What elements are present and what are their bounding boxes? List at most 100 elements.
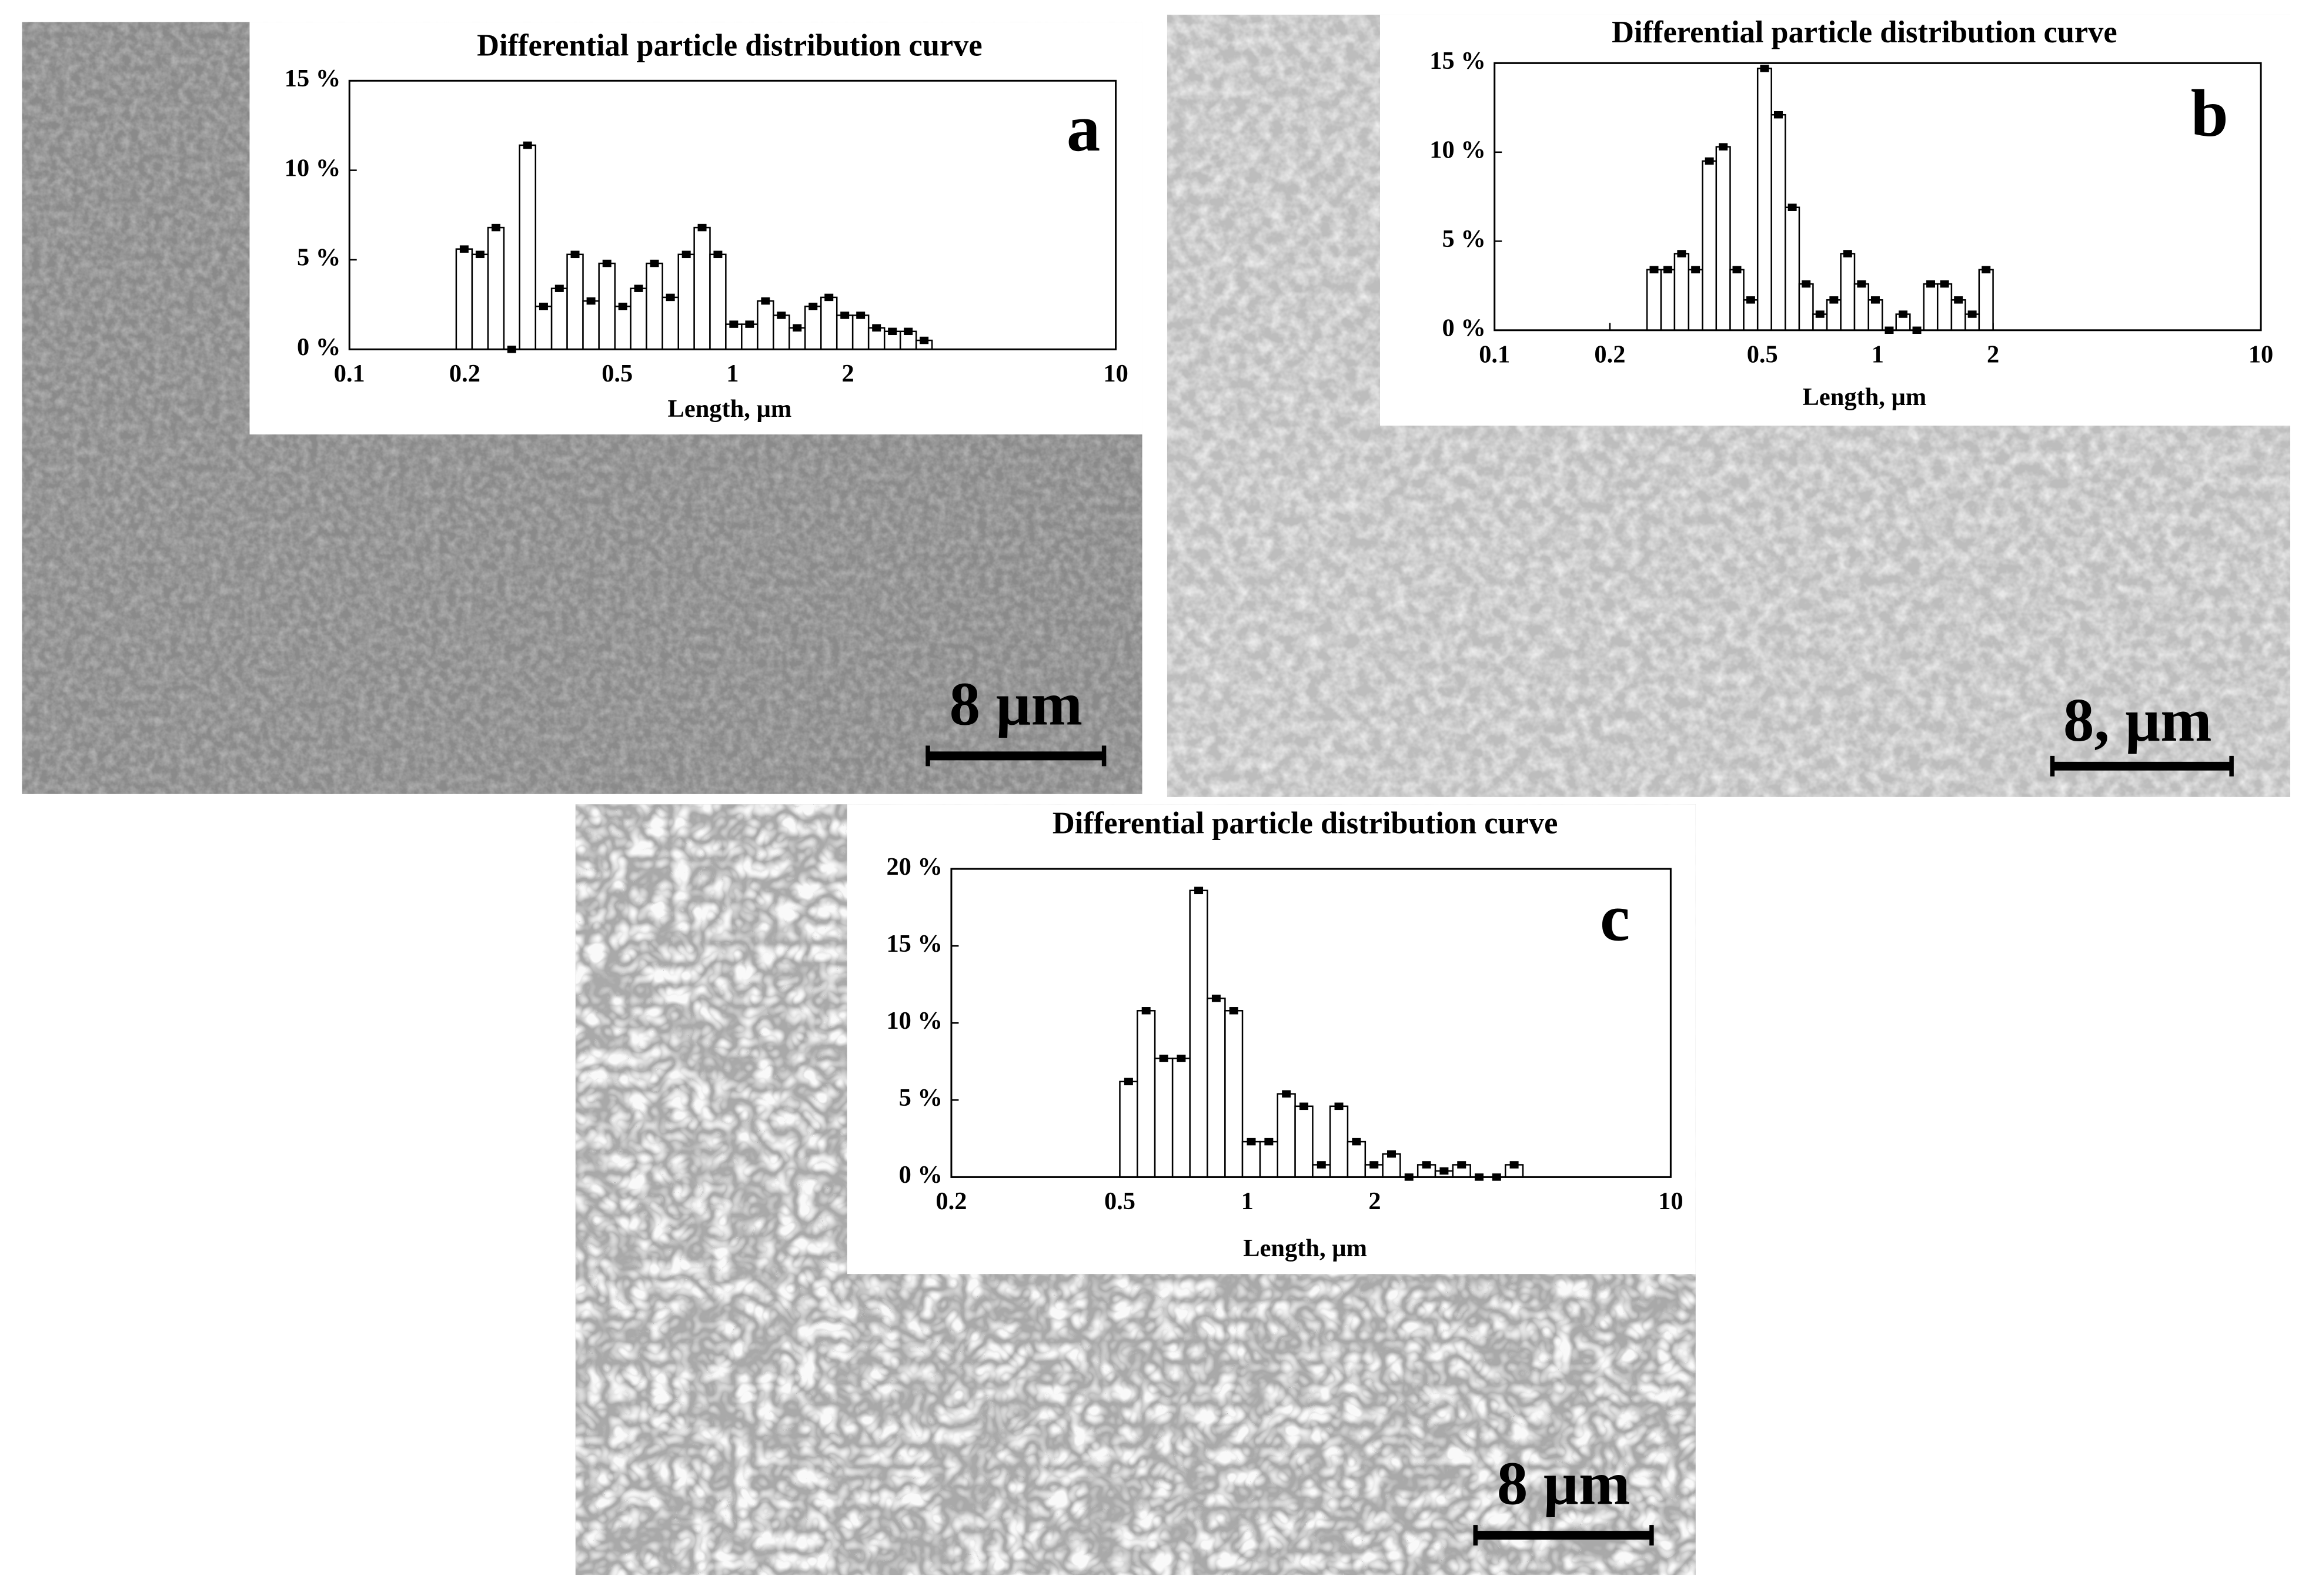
- bar: [1137, 1010, 1156, 1178]
- bar: [1826, 299, 1842, 332]
- bar-marker: [1829, 296, 1839, 304]
- bar: [709, 253, 727, 350]
- inset-background: [847, 804, 1696, 1274]
- bar: [725, 323, 743, 350]
- bar: [1119, 1080, 1138, 1178]
- bar: [1840, 253, 1856, 332]
- bar-marker: [1746, 296, 1755, 304]
- chart-title: Differential particle distribution curve: [1612, 15, 2117, 49]
- bar: [1923, 283, 1939, 332]
- x-tick-label: 0.5: [1747, 340, 1778, 368]
- y-tick-label: 10 %: [285, 154, 340, 182]
- bar: [566, 253, 584, 350]
- bar-marker: [1124, 1078, 1133, 1086]
- y-tick-label: 10 %: [886, 1007, 942, 1035]
- x-tick-label: 0.2: [935, 1187, 967, 1215]
- bar: [1770, 113, 1786, 332]
- x-tick-label: 0.1: [1479, 340, 1510, 368]
- bar-marker: [1422, 1161, 1431, 1169]
- bar-marker: [1815, 310, 1825, 318]
- bar-marker: [1509, 1161, 1519, 1169]
- bar-marker: [1677, 250, 1686, 257]
- bar-marker: [1369, 1161, 1379, 1169]
- bar: [804, 305, 822, 350]
- bar: [851, 314, 870, 350]
- bar-marker: [1899, 310, 1907, 318]
- bar-marker: [1982, 266, 1991, 274]
- x-tick-label: 1: [1872, 340, 1884, 368]
- scale-bar-label: 8 µm: [950, 670, 1082, 738]
- y-tick-label: 5 %: [899, 1084, 943, 1112]
- panel: Differential particle distribution curve…: [22, 22, 1142, 794]
- bar-marker: [904, 327, 913, 336]
- bar-marker: [840, 312, 850, 319]
- bar-marker: [856, 312, 866, 319]
- bar: [1715, 146, 1731, 332]
- bar-marker: [1299, 1102, 1309, 1110]
- bar: [1347, 1140, 1367, 1178]
- bar: [693, 226, 711, 350]
- bar: [1154, 1058, 1174, 1178]
- bar: [1688, 269, 1703, 332]
- x-axis-label: Length, µm: [668, 395, 792, 423]
- bar-marker: [1760, 65, 1769, 72]
- x-tick-label: 0.2: [449, 360, 480, 387]
- y-tick-label: 15 %: [1429, 47, 1485, 75]
- bar-marker: [459, 245, 469, 253]
- bar-marker: [1211, 995, 1221, 1002]
- bar-marker: [1334, 1102, 1344, 1110]
- y-tick-label: 20 %: [886, 853, 942, 881]
- bar: [471, 253, 489, 350]
- bar: [1241, 1140, 1261, 1178]
- bar: [820, 296, 838, 350]
- y-tick-label: 15 %: [886, 930, 942, 958]
- bar: [1729, 269, 1745, 332]
- bar-marker: [570, 250, 580, 259]
- bar-marker: [1843, 250, 1852, 257]
- y-tick-label: 15 %: [285, 65, 340, 92]
- bar-marker: [1439, 1167, 1449, 1175]
- plot-frame: [348, 79, 1117, 350]
- panel: Differential particle distribution curve…: [1167, 14, 2291, 797]
- bar: [741, 323, 759, 350]
- bar-marker: [745, 320, 754, 328]
- bar-marker: [1649, 266, 1659, 274]
- bar-marker: [824, 293, 834, 302]
- bar: [1646, 269, 1662, 332]
- bar-marker: [1159, 1055, 1168, 1062]
- bar-marker: [761, 297, 770, 305]
- x-tick-label: 1: [726, 360, 739, 387]
- bar: [630, 287, 647, 350]
- panel-letter: c: [1600, 880, 1630, 955]
- bar-marker: [1352, 1137, 1361, 1146]
- x-tick-label: 0.5: [602, 360, 633, 387]
- bar: [1950, 299, 1966, 332]
- bar-marker: [1264, 1137, 1274, 1146]
- bar: [1294, 1105, 1314, 1178]
- bar: [1978, 269, 1994, 332]
- bar-marker: [872, 324, 881, 332]
- bar-marker: [1732, 266, 1742, 274]
- bar: [1660, 269, 1676, 332]
- bar: [1756, 68, 1772, 332]
- bar-marker: [1663, 266, 1672, 274]
- bar: [598, 262, 616, 350]
- bar-marker: [1954, 296, 1963, 304]
- bar-marker: [1926, 280, 1935, 288]
- bar-marker: [888, 327, 897, 336]
- x-tick-label: 0.5: [1104, 1187, 1135, 1215]
- x-tick-label: 1: [1241, 1187, 1254, 1215]
- bar: [1743, 299, 1759, 332]
- bar-marker: [650, 259, 659, 267]
- bar-marker: [697, 223, 707, 232]
- bar-marker: [1247, 1137, 1256, 1146]
- y-tick-label: 0 %: [297, 333, 340, 361]
- y-tick-label: 0 %: [1442, 314, 1486, 342]
- bar: [1329, 1105, 1349, 1178]
- scale-bar-label: 8, µm: [2063, 686, 2212, 754]
- bar: [757, 300, 774, 350]
- bar: [1936, 283, 1953, 332]
- bar-marker: [523, 141, 532, 149]
- y-tick-label: 0 %: [899, 1161, 943, 1189]
- bar-marker: [1705, 157, 1714, 165]
